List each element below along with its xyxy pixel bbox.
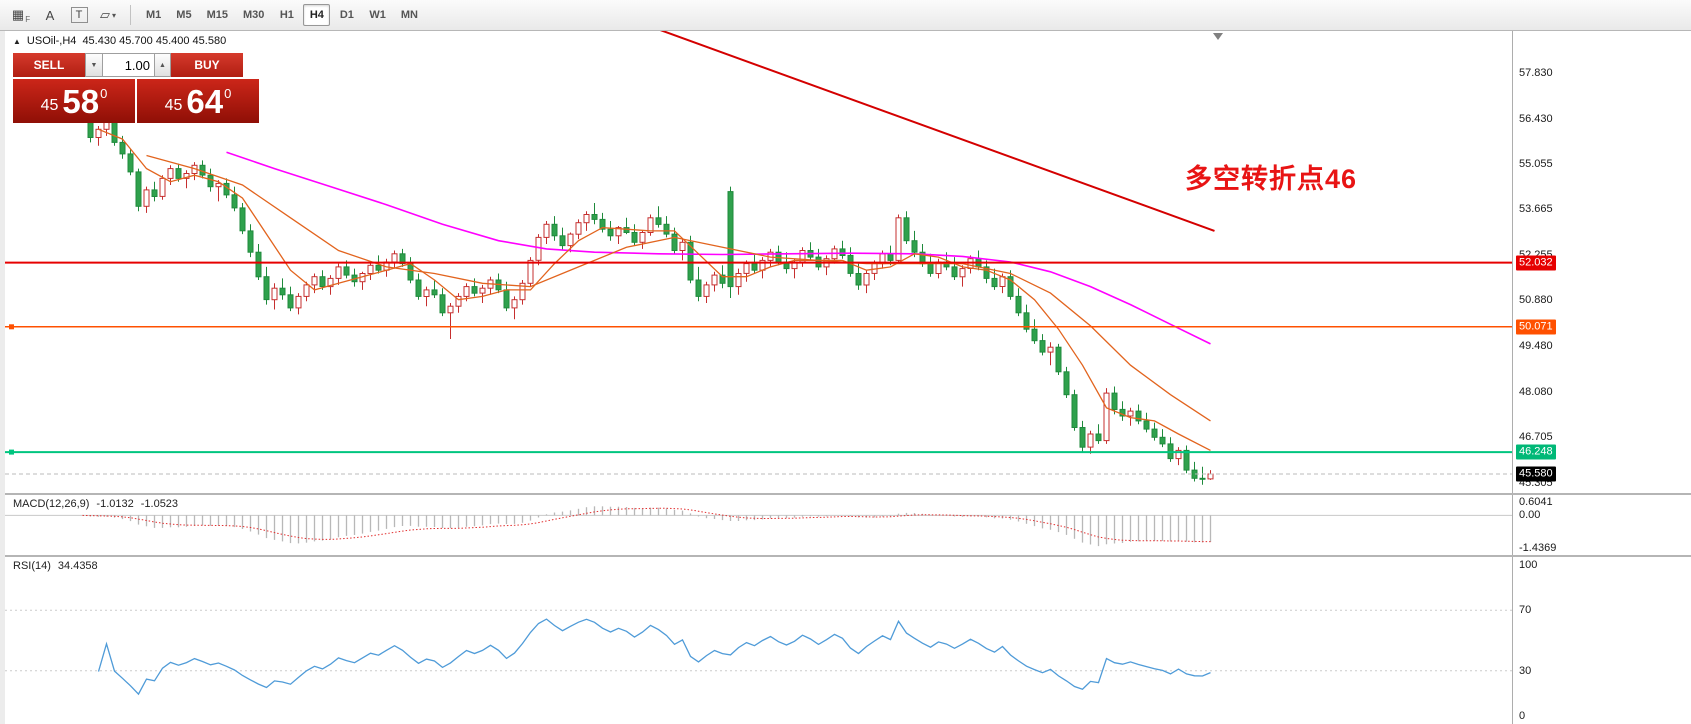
- tf-button-h4[interactable]: H4: [303, 4, 331, 26]
- collapse-arrow-icon[interactable]: ▲: [13, 36, 21, 46]
- price-tick: -1.4369: [1519, 541, 1557, 554]
- main-chart-panel: ▲ USOil-,H4 45.430 45.700 45.400 45.580 …: [5, 31, 1691, 493]
- tf-button-mn[interactable]: MN: [400, 9, 418, 21]
- chart-annotation: 多空转折点46: [1185, 164, 1358, 194]
- price-axis[interactable]: 57.83056.43055.05553.66552.25550.88049.4…: [1512, 31, 1691, 493]
- tf-button-m1[interactable]: M1: [146, 9, 162, 21]
- price-tick: 0.6041: [1519, 495, 1553, 508]
- price-badge: 46.248: [1516, 444, 1556, 460]
- price-badge: 45.580: [1516, 466, 1556, 482]
- ask-big-digits: 64: [186, 82, 224, 120]
- macd-axis: 0.6041 0.00 -1.4369: [1512, 495, 1691, 555]
- bid-price-tile[interactable]: 45 58 0: [13, 79, 135, 123]
- macd-value-main: -1.0132: [96, 498, 134, 510]
- bid-pip-digit: 0: [100, 86, 108, 101]
- tf-button-m15[interactable]: M15: [206, 9, 228, 21]
- sell-button[interactable]: SELL: [13, 53, 85, 77]
- arrow-tool-button[interactable]: A: [37, 4, 63, 26]
- rsi-header: RSI(14) 34.4358: [13, 560, 98, 572]
- price-tick: 56.430: [1519, 112, 1553, 125]
- symbol-label: USOil-,H4: [26, 35, 77, 47]
- rsi-panel: RSI(14) 34.4358 100 70 30 0: [5, 555, 1691, 724]
- toolbar: ▦ F A T ▱ ▾ M1 M5 M15 M30 H1 H4 D1 W1 MN: [0, 0, 1691, 31]
- shapes-tool-button[interactable]: ▱ ▾: [95, 4, 121, 26]
- price-tick: 0.00: [1519, 509, 1541, 522]
- price-tick: 46.705: [1519, 431, 1553, 444]
- tf-button-h1[interactable]: H1: [279, 9, 294, 21]
- macd-header: MACD(12,26,9) -1.0132 -1.0523: [13, 498, 179, 510]
- price-tick: 49.480: [1519, 340, 1553, 353]
- tf-button-m30[interactable]: M30: [242, 9, 265, 21]
- price-badge: 52.032: [1516, 255, 1556, 271]
- toolbar-separator: [130, 5, 131, 25]
- volume-input[interactable]: [103, 53, 155, 77]
- price-tick: 53.665: [1519, 203, 1553, 216]
- grid-icon-sub: F: [25, 14, 31, 24]
- price-tick: 50.880: [1519, 294, 1553, 307]
- one-click-trade-widget: SELL ▼ ▲ BUY 45 58 0 45 64 0: [13, 53, 259, 123]
- price-tick: 30: [1519, 664, 1532, 677]
- volume-dropdown-button[interactable]: ▼: [85, 53, 103, 77]
- grid-tool-button[interactable]: ▦ F: [8, 4, 34, 26]
- price-tick: 57.830: [1519, 66, 1553, 79]
- tf-button-w1[interactable]: W1: [369, 9, 386, 21]
- tf-button-d1[interactable]: D1: [339, 9, 354, 21]
- macd-canvas[interactable]: [5, 495, 1512, 555]
- ohlc-values: 45.430 45.700 45.400 45.580: [82, 35, 227, 47]
- main-chart-canvas[interactable]: [5, 31, 1512, 493]
- rsi-canvas[interactable]: [5, 557, 1512, 724]
- tf-button-m5[interactable]: M5: [176, 9, 192, 21]
- shapes-icon: ▱: [99, 7, 110, 22]
- arrow-tool-icon: A: [45, 7, 55, 23]
- buy-button[interactable]: BUY: [171, 53, 243, 77]
- chart-header: ▲ USOil-,H4 45.430 45.700 45.400 45.580: [13, 35, 226, 47]
- bid-prefix: 45: [40, 96, 59, 114]
- volume-spin-up-button[interactable]: ▲: [155, 53, 171, 77]
- price-tick: 100: [1519, 559, 1538, 571]
- ask-price-tile[interactable]: 45 64 0: [137, 79, 259, 123]
- ask-pip-digit: 0: [224, 86, 232, 101]
- price-tick: 48.080: [1519, 386, 1553, 399]
- macd-title: MACD(12,26,9): [13, 498, 90, 510]
- text-tool-icon: T: [70, 7, 88, 23]
- rsi-value: 34.4358: [57, 560, 98, 572]
- price-tick: 70: [1519, 604, 1532, 617]
- rsi-title: RSI(14): [13, 560, 51, 572]
- text-tool-button[interactable]: T: [66, 4, 92, 26]
- macd-panel: MACD(12,26,9) -1.0132 -1.0523 0.6041 0.00…: [5, 493, 1691, 555]
- ask-prefix: 45: [164, 96, 183, 114]
- price-tick: 0: [1519, 710, 1526, 722]
- grid-icon: ▦: [11, 7, 25, 22]
- macd-value-signal: -1.0523: [140, 498, 179, 510]
- chevron-down-icon: ▾: [111, 10, 116, 20]
- price-tick: 55.055: [1519, 157, 1553, 170]
- rsi-axis: 100 70 30 0: [1512, 557, 1691, 724]
- price-badge: 50.071: [1516, 319, 1556, 335]
- workspace: ▲ USOil-,H4 45.430 45.700 45.400 45.580 …: [0, 31, 1691, 724]
- bid-big-digits: 58: [62, 82, 100, 120]
